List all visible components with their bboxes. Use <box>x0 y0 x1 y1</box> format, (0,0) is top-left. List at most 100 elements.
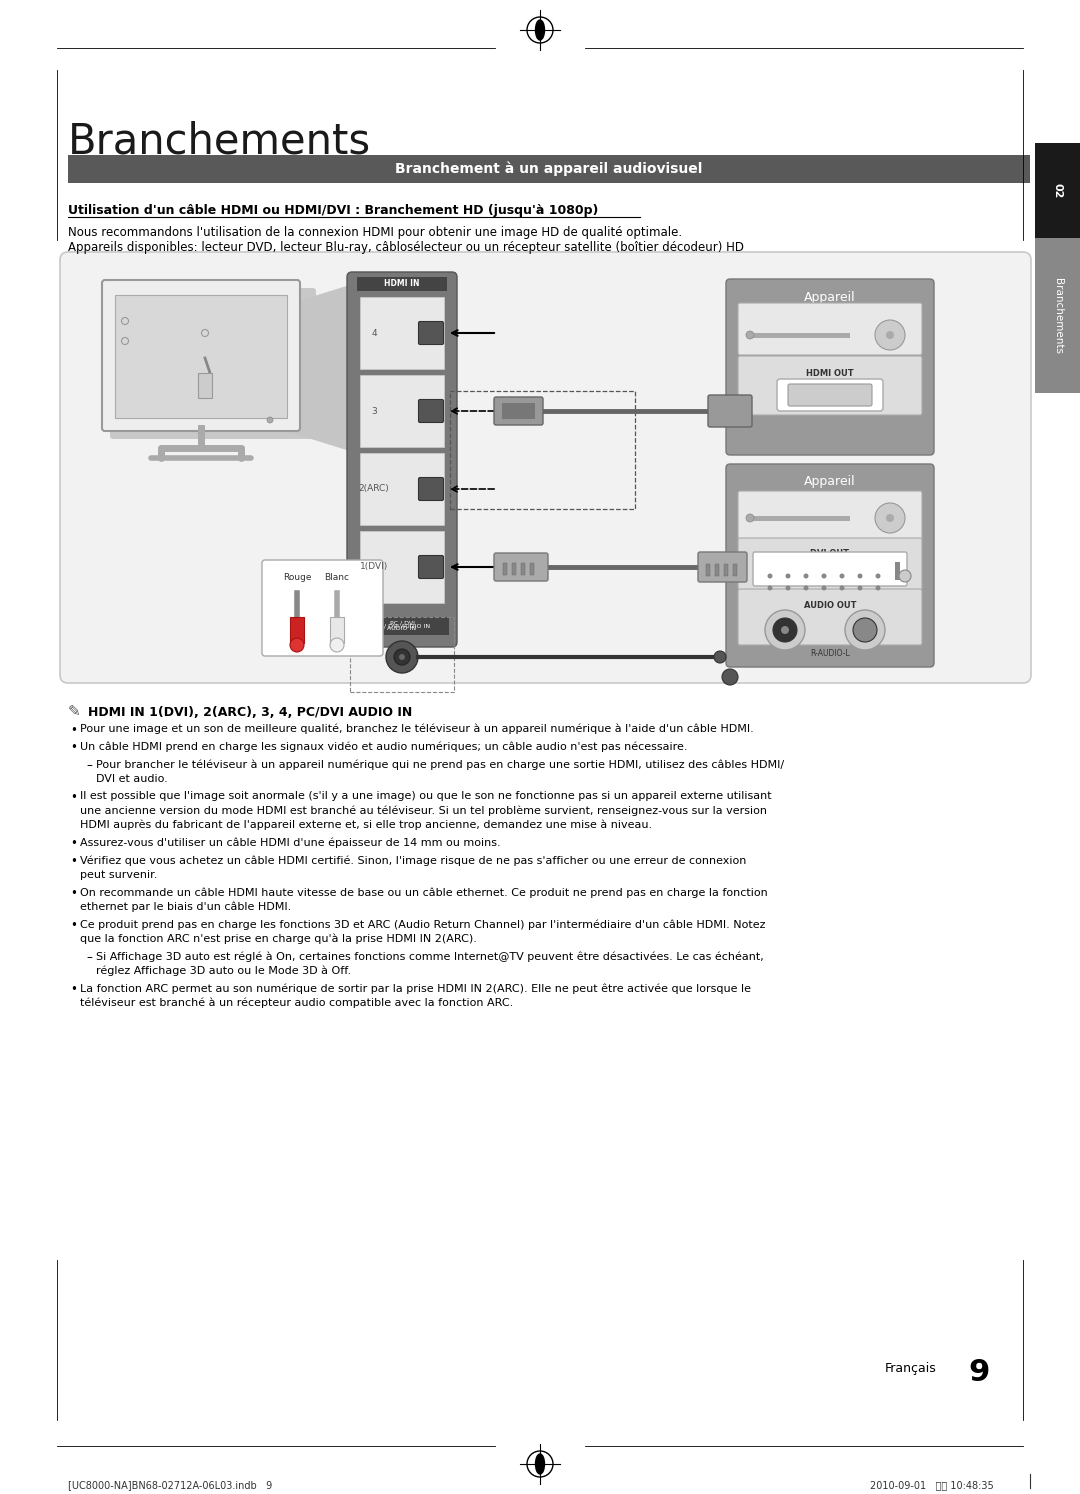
FancyBboxPatch shape <box>708 394 752 427</box>
Text: Nous recommandons l'utilisation de la connexion HDMI pour obtenir une image HD d: Nous recommandons l'utilisation de la co… <box>68 226 683 239</box>
Text: •: • <box>70 725 77 737</box>
Circle shape <box>394 648 410 665</box>
FancyBboxPatch shape <box>419 478 444 500</box>
Circle shape <box>386 641 418 672</box>
FancyBboxPatch shape <box>738 538 922 590</box>
Text: Pour une image et un son de meilleure qualité, branchez le téléviseur à un appar: Pour une image et un son de meilleure qu… <box>80 725 754 735</box>
Text: 9: 9 <box>968 1358 989 1386</box>
Bar <box>198 374 212 397</box>
Text: Ce produit prend pas en charge les fonctions 3D et ARC (Audio Return Channel) pa: Ce produit prend pas en charge les fonct… <box>80 919 766 929</box>
Bar <box>330 617 345 642</box>
Text: HDMI IN 1(DVI), 2(ARC), 3, 4, PC/DVI AUDIO IN: HDMI IN 1(DVI), 2(ARC), 3, 4, PC/DVI AUD… <box>87 705 413 719</box>
Bar <box>750 515 850 521</box>
Bar <box>895 562 900 580</box>
Bar <box>503 563 507 575</box>
Circle shape <box>886 332 894 339</box>
Text: Appareils disponibles: lecteur DVD, lecteur Blu-ray, câblosélecteur ou un récept: Appareils disponibles: lecteur DVD, lect… <box>68 241 744 254</box>
Circle shape <box>858 586 863 590</box>
Text: Branchements: Branchements <box>1053 278 1063 354</box>
Ellipse shape <box>536 19 544 40</box>
FancyBboxPatch shape <box>738 303 922 356</box>
Text: une ancienne version du mode HDMI est branché au téléviseur. Si un tel problème : une ancienne version du mode HDMI est br… <box>80 805 767 816</box>
Circle shape <box>765 610 805 650</box>
Text: La fonction ARC permet au son numérique de sortir par la prise HDMI IN 2(ARC). E: La fonction ARC permet au son numérique … <box>80 983 751 994</box>
Text: HDMI OUT: HDMI OUT <box>806 369 854 378</box>
Text: 1(DVI): 1(DVI) <box>360 563 388 572</box>
Circle shape <box>858 574 863 578</box>
FancyBboxPatch shape <box>726 279 934 456</box>
Text: Français: Français <box>885 1363 936 1374</box>
Text: PC / DVI
AUDIO IN: PC / DVI AUDIO IN <box>388 620 417 632</box>
Text: PC / DVI AUDIO IN: PC / DVI AUDIO IN <box>374 623 430 629</box>
Circle shape <box>876 586 880 590</box>
Bar <box>360 530 444 604</box>
Bar <box>114 294 287 418</box>
Polygon shape <box>292 278 372 459</box>
Text: Si Affichage 3D auto est réglé à On, certaines fonctions comme Internet@TV peuve: Si Affichage 3D auto est réglé à On, cer… <box>96 952 764 962</box>
Text: R-AUDIO-L: R-AUDIO-L <box>810 650 850 659</box>
Bar <box>357 276 447 291</box>
Bar <box>450 391 635 509</box>
Bar <box>1035 238 1080 393</box>
Text: Branchement à un appareil audiovisuel: Branchement à un appareil audiovisuel <box>395 161 703 176</box>
Circle shape <box>839 586 845 590</box>
Circle shape <box>804 586 809 590</box>
Text: Branchements: Branchements <box>68 120 372 161</box>
Circle shape <box>839 574 845 578</box>
Wedge shape <box>429 557 433 560</box>
Text: 2010-09-01   오전 10:48:35: 2010-09-01 오전 10:48:35 <box>870 1481 994 1490</box>
Bar <box>715 565 719 577</box>
Circle shape <box>822 574 826 578</box>
Circle shape <box>853 619 877 642</box>
Text: HDMI IN: HDMI IN <box>384 279 420 288</box>
Circle shape <box>899 571 912 583</box>
Text: Il est possible que l'image soit anormale (s'il y a une image) ou que le son ne : Il est possible que l'image soit anormal… <box>80 790 771 801</box>
Bar <box>733 565 737 577</box>
FancyBboxPatch shape <box>60 252 1031 683</box>
Text: Rouge: Rouge <box>283 574 311 583</box>
FancyBboxPatch shape <box>110 288 316 439</box>
Text: ✎: ✎ <box>68 705 81 720</box>
Bar <box>360 297 444 369</box>
Text: 3: 3 <box>372 406 377 415</box>
Text: Un câble HDMI prend en charge les signaux vidéo et audio numériques; un câble au: Un câble HDMI prend en charge les signau… <box>80 741 688 751</box>
Bar <box>360 375 444 447</box>
Circle shape <box>291 638 303 651</box>
FancyBboxPatch shape <box>753 551 907 586</box>
Circle shape <box>330 638 345 651</box>
Bar <box>502 403 535 418</box>
Text: [UC8000-NA]BN68-02712A-06L03.indb   9: [UC8000-NA]BN68-02712A-06L03.indb 9 <box>68 1481 272 1490</box>
Circle shape <box>875 320 905 350</box>
FancyBboxPatch shape <box>494 397 543 424</box>
FancyBboxPatch shape <box>419 556 444 578</box>
Circle shape <box>768 574 772 578</box>
Circle shape <box>399 654 405 660</box>
Wedge shape <box>429 400 433 403</box>
FancyBboxPatch shape <box>102 279 300 430</box>
Text: •: • <box>70 741 77 754</box>
Text: AUDIO OUT: AUDIO OUT <box>804 602 856 611</box>
Text: HDMI auprès du fabricant de l'appareil externe et, si elle trop ancienne, demand: HDMI auprès du fabricant de l'appareil e… <box>80 820 652 831</box>
FancyBboxPatch shape <box>494 553 548 581</box>
Circle shape <box>822 586 826 590</box>
Text: téléviseur est branché à un récepteur audio compatible avec la fonction ARC.: téléviseur est branché à un récepteur au… <box>80 998 513 1008</box>
FancyBboxPatch shape <box>698 551 747 583</box>
Circle shape <box>875 503 905 533</box>
Wedge shape <box>429 480 433 483</box>
Bar <box>706 565 710 577</box>
Circle shape <box>886 514 894 521</box>
Text: 2(ARC): 2(ARC) <box>359 484 390 493</box>
Text: •: • <box>70 855 77 868</box>
Bar <box>1035 143 1080 238</box>
Circle shape <box>876 574 880 578</box>
FancyBboxPatch shape <box>788 384 872 406</box>
Text: •: • <box>70 790 77 804</box>
Bar <box>521 563 525 575</box>
Bar <box>750 333 850 338</box>
Text: Assurez-vous d'utiliser un câble HDMI d'une épaisseur de 14 mm ou moins.: Assurez-vous d'utiliser un câble HDMI d'… <box>80 838 501 849</box>
Bar <box>350 617 454 692</box>
Text: ethernet par le biais d'un câble HDMI.: ethernet par le biais d'un câble HDMI. <box>80 901 292 911</box>
Text: DVI et audio.: DVI et audio. <box>96 774 167 783</box>
FancyBboxPatch shape <box>347 272 457 647</box>
Circle shape <box>773 619 797 642</box>
